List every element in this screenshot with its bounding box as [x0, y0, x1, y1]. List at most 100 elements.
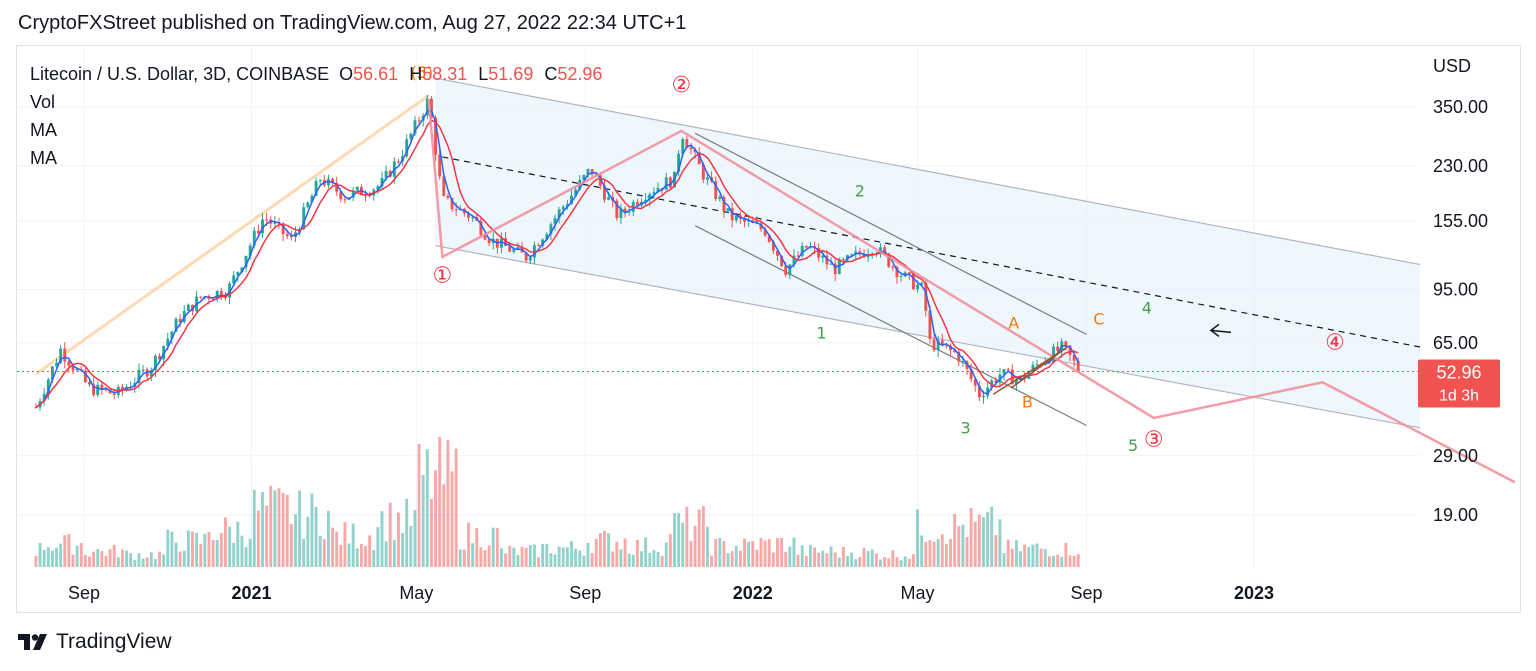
candle-body: [800, 245, 804, 256]
volume-bar: [874, 553, 878, 567]
candle-body: [804, 245, 808, 248]
candle-body: [722, 196, 726, 212]
candle-body: [351, 190, 355, 198]
candle-body: [487, 239, 491, 244]
volume-bar: [67, 533, 71, 567]
volume-bar: [302, 538, 306, 567]
volume-bar: [722, 541, 726, 567]
channel-lower-line: [435, 245, 1420, 429]
candle-body: [821, 255, 825, 258]
volume-bar: [281, 492, 285, 567]
volume-bar: [570, 541, 573, 567]
candle-body: [104, 389, 108, 391]
y-tick-label: 155.00: [1433, 211, 1488, 231]
volume-bar: [557, 546, 561, 567]
candle-body: [273, 222, 277, 224]
candle-body: [755, 223, 759, 225]
candle-body: [153, 355, 157, 371]
candle-body: [471, 217, 475, 219]
legend-indicator-ma-2[interactable]: MA: [30, 148, 57, 168]
volume-bar: [331, 527, 334, 567]
y-tick-label: 350.00: [1433, 97, 1488, 117]
candle-body: [837, 259, 841, 275]
volume-bar: [664, 542, 668, 567]
volume-bar: [825, 553, 829, 567]
candle-body: [438, 154, 442, 177]
volume-bar: [240, 535, 244, 567]
candle-body: [450, 197, 454, 210]
volume-bar: [829, 546, 833, 567]
candle-body: [961, 361, 965, 363]
volume-bar: [982, 517, 985, 567]
candle-body: [483, 234, 487, 240]
volume-bar: [751, 541, 755, 567]
volume-bar: [248, 538, 252, 567]
volume-bar: [1052, 555, 1055, 567]
candle-body: [850, 254, 854, 256]
candle-body: [479, 220, 483, 235]
tradingview-brand[interactable]: TradingView: [56, 630, 172, 653]
volume-bar: [631, 554, 635, 567]
candle-body: [265, 219, 269, 221]
legend-indicator-vol[interactable]: Vol: [30, 92, 56, 112]
legend-indicator-ma-1[interactable]: MA: [30, 120, 57, 140]
abc-wedge-lines: [992, 346, 1068, 395]
volume-bar: [796, 554, 800, 567]
candle-body: [1056, 346, 1060, 351]
volume-bar: [125, 550, 129, 567]
ma-slow-line: [35, 119, 1079, 409]
volume-bar: [182, 550, 186, 567]
volume-bar: [322, 539, 326, 567]
legend-symbol[interactable]: Litecoin / U.S. Dollar, 3D, COINBASE: [30, 64, 330, 84]
candle-body: [112, 393, 116, 395]
time-axis[interactable]: Sep 2021 May Sep 2022 May Sep 2023: [68, 583, 1274, 603]
legend-low-label: L: [478, 64, 489, 84]
candle-body: [932, 339, 936, 351]
price-axis[interactable]: 350.00 230.00 155.00 95.00 65.00 29.00 19.00 US…: [1433, 56, 1488, 525]
volume-bar: [467, 522, 470, 567]
volume-bar: [623, 538, 627, 567]
volume-bar: [541, 543, 545, 567]
candle-body: [1052, 346, 1055, 363]
candle-body: [215, 290, 219, 299]
candle-body: [986, 387, 990, 396]
volume-bar: [359, 543, 363, 567]
volume-bar: [273, 490, 277, 567]
candle-body: [537, 245, 540, 247]
x-tick-label: 2023: [1234, 583, 1274, 603]
inner-channel-upper: [694, 132, 1087, 335]
volume-bar: [524, 547, 528, 567]
volume-bar: [833, 552, 837, 567]
candle-body: [355, 187, 359, 191]
volume-bar: [355, 548, 359, 567]
volume-bar: [850, 552, 854, 567]
volume-bar: [932, 541, 936, 567]
volume-bar: [211, 539, 215, 567]
candle-body: [425, 98, 429, 116]
candle-body: [994, 380, 998, 383]
candle-body: [841, 259, 845, 261]
legend-open-label: O: [339, 64, 354, 84]
candle-body: [788, 264, 792, 275]
volume-bar: [442, 484, 446, 567]
candle-body: [664, 177, 668, 190]
candle-body: [829, 263, 833, 265]
x-tick-label: May: [399, 583, 433, 603]
candle-body: [467, 213, 470, 218]
candle-body: [285, 234, 289, 237]
volume-bar: [668, 534, 672, 567]
volume-bar: [681, 522, 685, 567]
candle-body: [899, 276, 903, 278]
candle-body: [1068, 345, 1072, 355]
volume-bar: [34, 555, 38, 567]
volume-bar: [343, 521, 347, 567]
volume-bar: [953, 513, 957, 567]
volume-bar: [454, 448, 458, 567]
candle-body: [384, 170, 388, 178]
volume-bar: [619, 549, 623, 567]
publisher-header: CryptoFXStreet published on TradingView.…: [18, 12, 687, 34]
volume-bar: [689, 540, 693, 567]
volume-bar: [998, 519, 1002, 567]
candle-body: [256, 230, 260, 234]
